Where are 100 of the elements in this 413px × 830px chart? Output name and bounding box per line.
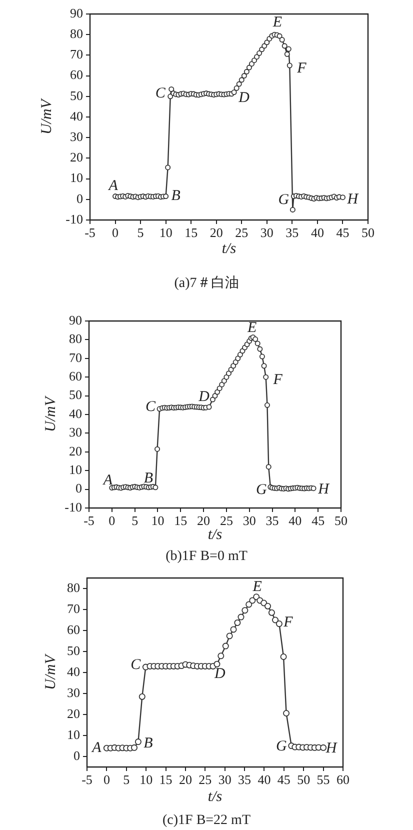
- annotation: C: [146, 398, 157, 415]
- x-tick-label: 50: [334, 513, 348, 528]
- y-tick-label: -10: [64, 499, 82, 514]
- y-tick-label: 20: [70, 150, 83, 165]
- y-tick-label: 70: [70, 46, 83, 62]
- annotation: C: [130, 656, 142, 673]
- y-tick-label: 10: [70, 170, 83, 186]
- annotation: D: [198, 388, 210, 405]
- point: [280, 654, 287, 660]
- x-tick-label: 30: [218, 772, 232, 788]
- x-tick-label: 20: [197, 513, 210, 528]
- y-axis-title: U/mV: [42, 395, 59, 432]
- annotation: G: [276, 738, 287, 755]
- annotation: E: [252, 578, 262, 595]
- point: [222, 642, 229, 650]
- y-tick-label: 70: [69, 350, 82, 365]
- point: [226, 632, 233, 640]
- point: [234, 619, 241, 626]
- point: [238, 614, 244, 620]
- y-tick-label: 0: [74, 748, 80, 763]
- x-tick-label: 55: [316, 772, 330, 788]
- x-tick-label: 40: [258, 772, 271, 788]
- annotation: B: [171, 188, 180, 204]
- y-axis-title: U/mV: [38, 98, 55, 134]
- y-tick-label: 40: [70, 108, 83, 124]
- text: (b)1F B=0 mT: [164, 549, 248, 565]
- y-tick-label: 20: [67, 706, 80, 721]
- point: [249, 597, 256, 604]
- y-tick-label: 30: [70, 129, 83, 144]
- y-tick-label: 30: [69, 424, 82, 440]
- x-tick-label: 45: [277, 772, 290, 788]
- x-tick-label: -5: [84, 225, 96, 240]
- y-tick-label: 0: [76, 480, 82, 496]
- point: [242, 607, 248, 614]
- y-tick-label: 80: [69, 331, 82, 346]
- x-tick-label: 5: [123, 772, 130, 788]
- x-tick-label: 40: [310, 225, 324, 240]
- y-tick-label: 40: [67, 664, 80, 679]
- annotation: B: [144, 736, 153, 752]
- x-axis-title: t/s: [208, 788, 222, 805]
- x-tick-label: 15: [174, 513, 188, 528]
- x-tick-label: 10: [151, 513, 164, 528]
- x-tick-label: 0: [108, 513, 116, 528]
- y-tick-label: 10: [69, 462, 82, 478]
- x-tick-label: 10: [140, 772, 153, 788]
- annotation: E: [272, 14, 282, 31]
- x-tick-label: 5: [137, 225, 144, 240]
- annotation: A: [108, 178, 119, 194]
- annotation: G: [256, 482, 268, 498]
- x-tick-label: 10: [159, 225, 172, 240]
- x-tick-label: 50: [297, 772, 310, 788]
- y-tick-label: 90: [69, 312, 82, 328]
- x-tick-label: 25: [198, 772, 212, 788]
- point: [230, 626, 237, 633]
- x-tick-label: 35: [266, 513, 279, 528]
- y-tick-label: 50: [70, 88, 83, 103]
- x-tick-label: 45: [336, 225, 350, 240]
- text: (c)1F B=22 mT: [162, 813, 252, 829]
- x-tick-label: 30: [242, 513, 256, 528]
- y-tick-label: 90: [70, 5, 83, 20]
- x-tick-label: 45: [312, 513, 325, 528]
- x-tick-label: -5: [84, 513, 94, 528]
- y-tick-label: 60: [69, 368, 82, 384]
- x-tick-label: 20: [210, 225, 223, 240]
- point: [264, 602, 272, 610]
- point: [272, 616, 279, 624]
- annotation: H: [317, 481, 330, 498]
- point: [268, 609, 275, 616]
- x-axis-title: t/s: [222, 240, 236, 257]
- x-tick-label: 50: [362, 225, 374, 240]
- x-tick-label: 60: [336, 772, 350, 788]
- y-tick-label: 50: [69, 387, 82, 402]
- x-tick-label: -5: [82, 772, 92, 788]
- y-tick-label: 60: [70, 67, 83, 82]
- x-tick-label: 0: [103, 772, 110, 788]
- y-axis-title: U/mV: [42, 653, 59, 690]
- annotation: G: [278, 192, 290, 208]
- y-tick-label: 80: [70, 26, 83, 42]
- annotation: H: [324, 740, 338, 757]
- x-tick-label: 25: [220, 513, 233, 528]
- y-tick-label: 20: [69, 443, 82, 458]
- x-tick-label: 30: [260, 225, 274, 240]
- text: (a)7＃白油: [173, 276, 240, 292]
- annotation: F: [282, 614, 294, 631]
- point: [283, 710, 290, 716]
- annotation: B: [144, 470, 154, 486]
- point: [131, 744, 138, 751]
- y-tick-label: -10: [66, 211, 83, 226]
- y-tick-label: 80: [67, 580, 80, 595]
- annotation: H: [346, 191, 360, 208]
- annotation: C: [155, 85, 166, 102]
- annotation: E: [246, 320, 257, 336]
- annotation: D: [238, 90, 250, 106]
- point: [138, 693, 146, 700]
- y-tick-label: 50: [67, 642, 80, 658]
- annotation: F: [272, 372, 284, 388]
- annotation: A: [91, 740, 102, 756]
- x-axis-title: t/s: [208, 526, 222, 543]
- x-tick-label: 40: [288, 513, 302, 528]
- y-tick-label: 0: [76, 190, 83, 206]
